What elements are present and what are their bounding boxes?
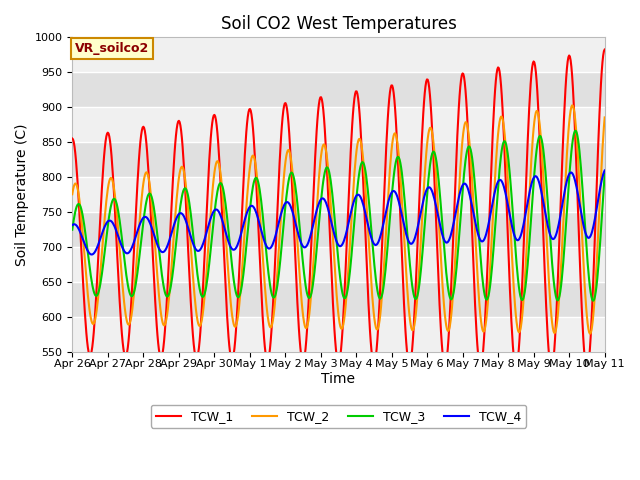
TCW_4: [78, 234, 86, 240]
TCW_3: [133, 275, 141, 281]
Bar: [72, 107, 605, 142]
Legend: TCW_1, TCW_2, TCW_3, TCW_4: TCW_1, TCW_2, TCW_3, TCW_4: [151, 405, 526, 428]
TCW_4: [601, 168, 609, 173]
TCW_1: [583, 367, 591, 373]
Bar: [72, 72, 605, 107]
Bar: [72, 317, 605, 351]
TCW_1: [215, 150, 223, 156]
TCW_1: [187, 299, 195, 304]
TCW_2: [187, 243, 195, 249]
TCW_3: [601, 171, 609, 177]
TCW_3: [419, 249, 426, 255]
TCW_2: [215, 161, 223, 167]
TCW_2: [78, 222, 86, 228]
TCW_1: [68, 136, 76, 142]
Bar: [72, 282, 605, 317]
TCW_1: [78, 258, 86, 264]
Bar: [72, 37, 605, 72]
Line: TCW_1: TCW_1: [72, 49, 605, 370]
TCW_2: [419, 208, 426, 214]
TCW_3: [78, 209, 86, 215]
TCW_2: [601, 115, 609, 120]
TCW_2: [133, 257, 141, 263]
TCW_4: [404, 236, 412, 242]
Bar: [72, 247, 605, 282]
TCW_4: [134, 228, 141, 234]
TCW_3: [187, 211, 195, 216]
TCW_3: [572, 128, 580, 134]
Bar: [72, 177, 605, 212]
TCW_3: [403, 227, 411, 232]
TCW_2: [568, 103, 576, 108]
TCW_2: [586, 331, 594, 336]
TCW_1: [403, 348, 411, 354]
TCW_2: [68, 192, 76, 197]
TCW_4: [216, 210, 223, 216]
X-axis label: Time: Time: [321, 372, 355, 386]
TCW_1: [419, 123, 426, 129]
TCW_4: [88, 252, 95, 257]
TCW_1: [133, 194, 141, 200]
TCW_3: [215, 182, 223, 188]
TCW_4: [419, 198, 427, 204]
Bar: [72, 212, 605, 247]
TCW_4: [68, 222, 76, 228]
Line: TCW_3: TCW_3: [72, 131, 605, 300]
TCW_3: [68, 227, 76, 233]
TCW_1: [601, 47, 609, 52]
TCW_4: [188, 236, 195, 242]
Text: VR_soilco2: VR_soilco2: [75, 42, 149, 55]
TCW_2: [403, 282, 411, 288]
Line: TCW_2: TCW_2: [72, 106, 605, 334]
Y-axis label: Soil Temperature (C): Soil Temperature (C): [15, 123, 29, 265]
TCW_3: [589, 298, 596, 303]
Title: Soil CO2 West Temperatures: Soil CO2 West Temperatures: [221, 15, 456, 33]
Line: TCW_4: TCW_4: [72, 170, 605, 254]
Bar: [72, 142, 605, 177]
